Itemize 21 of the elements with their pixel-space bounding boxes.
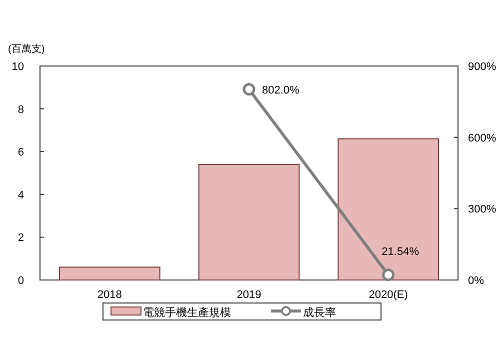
x-tick-label: 2020(E) xyxy=(368,289,408,301)
y-tick-label: 2 xyxy=(18,232,24,244)
legend-label: 成長率 xyxy=(303,306,336,319)
y2-tick-label: 0% xyxy=(468,275,484,287)
y-tick-label: 0 xyxy=(18,275,24,287)
y2-tick-label: 300% xyxy=(468,204,496,216)
bar xyxy=(59,266,160,280)
y-tick-label: 10 xyxy=(12,61,24,73)
y-tick-label: 4 xyxy=(18,189,24,202)
y2-tick-label: 900% xyxy=(468,61,496,73)
bar xyxy=(198,164,300,280)
legend-label: 電競手機生產規模 xyxy=(143,306,231,319)
x-tick-label: 2018 xyxy=(97,289,122,301)
bar xyxy=(338,138,439,280)
data-label: 21.54% xyxy=(382,246,420,258)
y-axis-title: (百萬支) xyxy=(8,43,45,55)
data-label: 802.0% xyxy=(262,84,300,96)
y-tick-label: 6 xyxy=(18,146,24,159)
y2-tick-label: 600% xyxy=(468,132,496,144)
x-tick-label: 2019 xyxy=(236,289,262,301)
y-tick-label: 8 xyxy=(18,104,24,116)
